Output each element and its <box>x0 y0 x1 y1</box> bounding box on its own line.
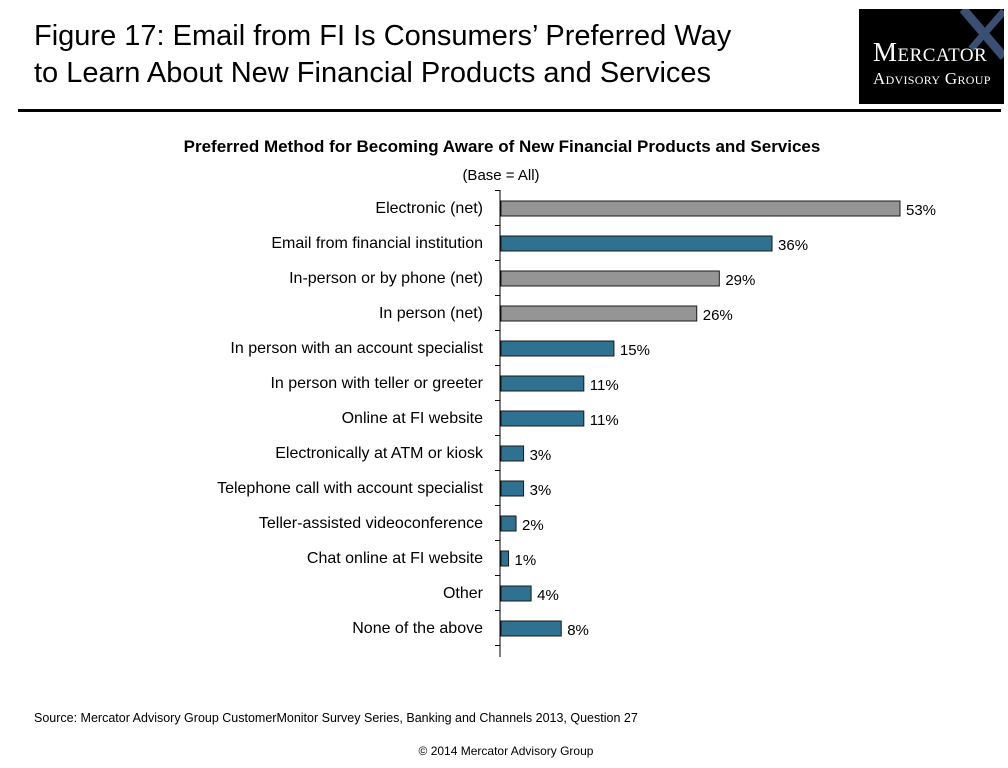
category-label: In person with an account specialist <box>230 340 483 357</box>
mercator-logo: Mercator Advisory Group <box>859 9 1004 104</box>
bar <box>500 585 532 602</box>
category-label: Chat online at FI website <box>307 550 483 567</box>
bar <box>500 340 615 357</box>
data-label: 1% <box>515 552 537 569</box>
bar <box>500 445 525 462</box>
category-label: In person with teller or greeter <box>270 375 483 392</box>
bar <box>500 375 585 392</box>
data-label: 11% <box>590 377 619 394</box>
logo-x-mark-icon <box>959 9 1004 60</box>
data-label: 3% <box>530 482 552 499</box>
bar <box>500 305 698 322</box>
data-label: 36% <box>778 237 808 254</box>
data-label: 2% <box>522 517 544 534</box>
data-label: 15% <box>620 342 650 359</box>
chart-title: Preferred Method for Becoming Aware of N… <box>183 137 821 156</box>
chart-subtitle: (Base = All) <box>462 167 540 184</box>
logo-line-2: Advisory Group <box>873 69 991 88</box>
category-label: In person (net) <box>379 305 483 322</box>
bar <box>500 480 525 497</box>
figure-title-line-1: Figure 17: Email from FI Is Consumers’ P… <box>34 20 732 52</box>
figure-title: Figure 17: Email from FI Is Consumers’ P… <box>34 18 834 92</box>
category-label: Email from financial institution <box>271 235 483 252</box>
figure-title-line-2: to Learn About New Financial Products an… <box>34 57 712 89</box>
data-label: 4% <box>537 587 559 604</box>
source-note: Source: Mercator Advisory Group Customer… <box>34 711 638 725</box>
bar <box>500 515 517 532</box>
bar-chart: Electronic (net) 53% Email from financial … <box>217 190 936 657</box>
data-label: 3% <box>530 447 552 464</box>
bar <box>500 410 585 427</box>
data-label: 29% <box>725 272 755 289</box>
copyright-note: © 2014 Mercator Advisory Group <box>418 744 594 758</box>
bar <box>500 550 510 567</box>
category-label: None of the above <box>352 620 483 637</box>
category-label: Teller-assisted videoconference <box>259 515 483 532</box>
category-label: In-person or by phone (net) <box>289 270 483 287</box>
logo-line-1: Mercator <box>873 37 988 67</box>
data-label: 53% <box>906 202 936 219</box>
data-label: 26% <box>703 307 733 324</box>
category-label: Online at FI website <box>342 410 484 427</box>
category-label: Electronically at ATM or kiosk <box>275 445 484 462</box>
data-label: 11% <box>590 412 619 429</box>
category-label: Other <box>443 585 484 602</box>
bar <box>500 620 562 637</box>
title-divider <box>18 109 1001 112</box>
category-label: Telephone call with account specialist <box>217 480 483 497</box>
bar <box>500 235 773 252</box>
bar <box>500 270 720 287</box>
bar <box>500 200 901 217</box>
category-label: Electronic (net) <box>375 200 483 217</box>
data-label: 8% <box>567 622 589 639</box>
